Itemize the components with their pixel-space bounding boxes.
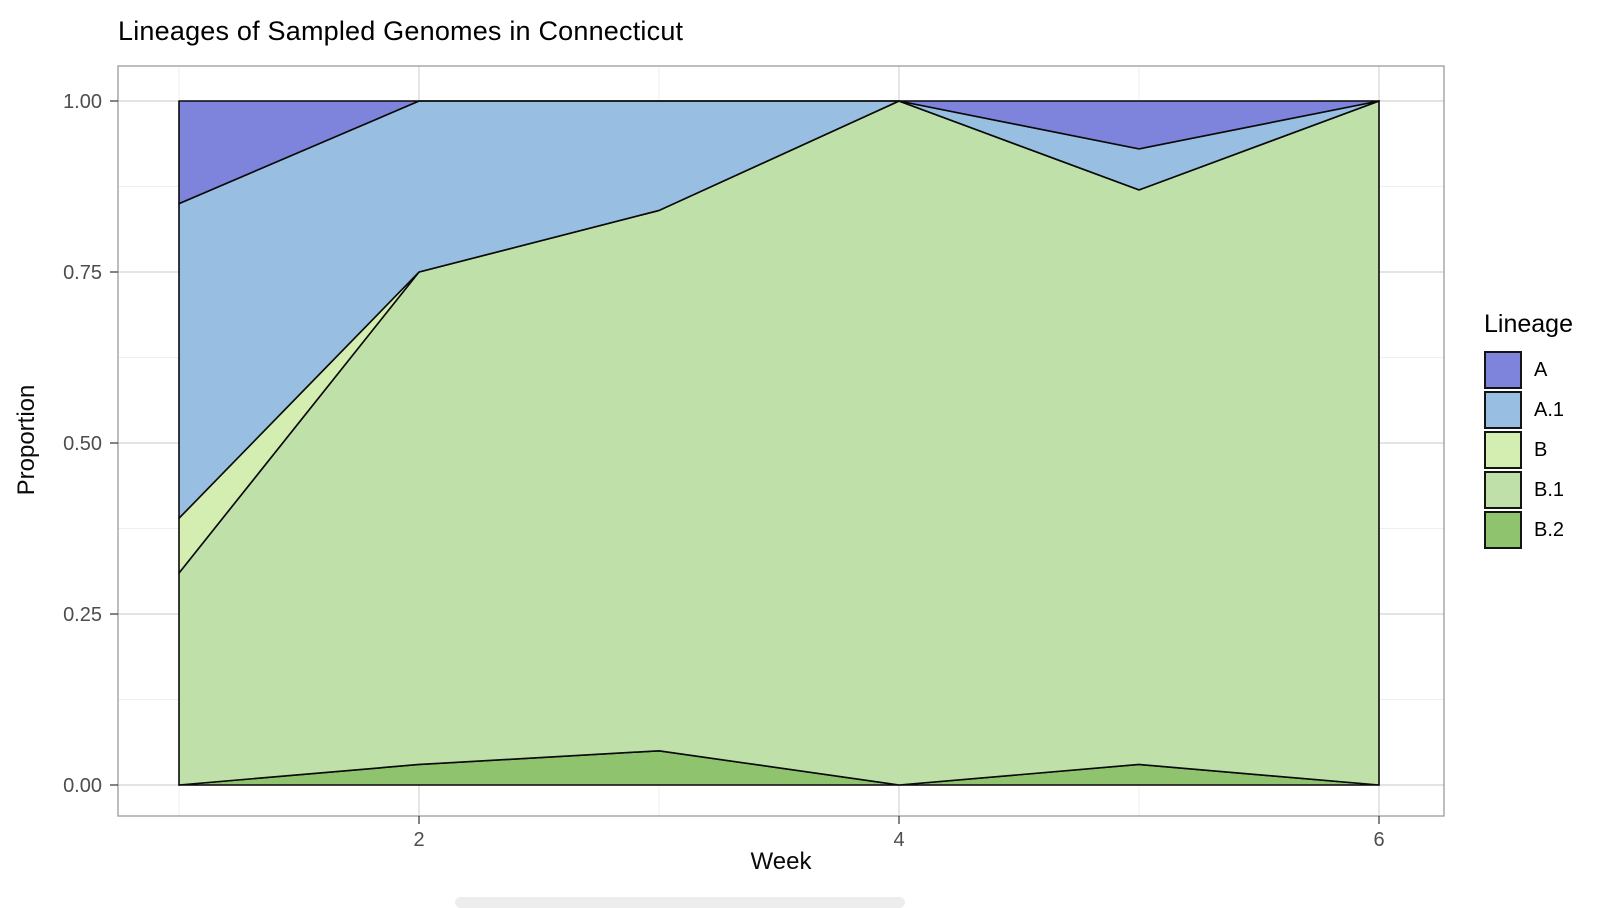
- legend-swatch-A: [1484, 351, 1522, 389]
- horizontal-scrollbar-thumb[interactable]: [455, 897, 905, 908]
- legend-item-A.1: A.1: [1484, 391, 1573, 429]
- y-tick-label-0.25: 0.25: [63, 604, 102, 626]
- legend-item-B.1: B.1: [1484, 471, 1573, 509]
- legend-item-A: A: [1484, 351, 1573, 389]
- legend-swatch-B.2: [1484, 511, 1522, 549]
- area-band-A: [178, 100, 1380, 205]
- legend-label-B.2: B.2: [1534, 518, 1565, 541]
- legend-label-B: B: [1534, 438, 1548, 461]
- legend-item-B.2: B.2: [1484, 511, 1573, 549]
- legend-swatch-B: [1484, 431, 1522, 469]
- panel-border: [117, 65, 1445, 817]
- chart-title: Lineages of Sampled Genomes in Connectic…: [118, 16, 684, 46]
- x-tick-label-2: 2: [413, 829, 424, 851]
- legend-label-A: A: [1534, 358, 1548, 381]
- y-tick-label-1.00: 1.00: [63, 91, 102, 113]
- legend-swatch-B.1: [1484, 471, 1522, 509]
- x-tick-label-4: 4: [893, 829, 904, 851]
- x-axis-title: Week: [750, 848, 812, 875]
- y-axis-title: Proportion: [13, 384, 40, 496]
- legend-items: A A.1 B B.1 B.2: [1484, 351, 1573, 549]
- legend-title: Lineage: [1484, 310, 1573, 338]
- legend-swatch-A.1: [1484, 391, 1522, 429]
- legend: Lineage A A.1 B B.1 B.2: [1484, 310, 1573, 551]
- y-tick-label-0.00: 0.00: [63, 775, 102, 797]
- x-tick-label-6: 6: [1373, 829, 1384, 851]
- legend-label-A.1: A.1: [1534, 398, 1565, 421]
- legend-item-B: B: [1484, 431, 1573, 469]
- legend-label-B.1: B.1: [1534, 478, 1565, 501]
- y-tick-label-0.50: 0.50: [63, 433, 102, 455]
- y-tick-label-0.75: 0.75: [63, 262, 102, 284]
